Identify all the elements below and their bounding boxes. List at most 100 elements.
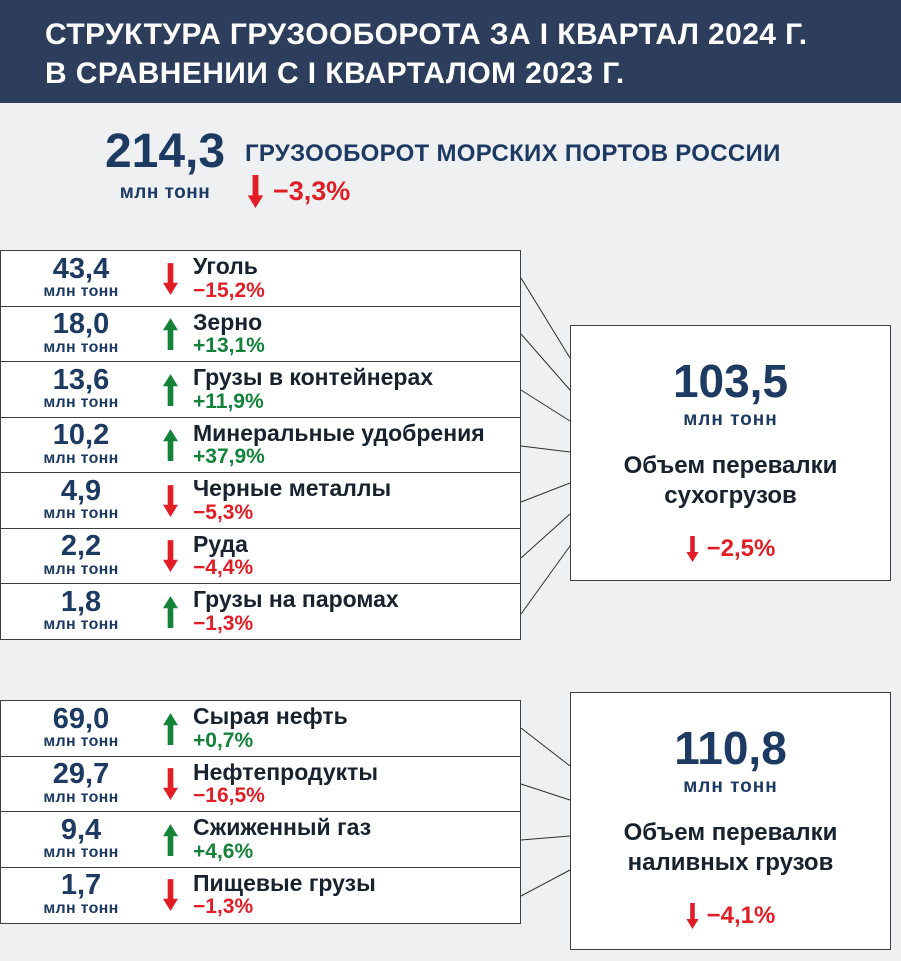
cargo-unit-label: млн тонн [43, 899, 119, 917]
cargo-row: 43,4 млн тонн Уголь −15,2% [0, 250, 521, 307]
trend-arrow-icon [151, 595, 189, 628]
summary-label-line1: Объем перевалки [623, 452, 838, 479]
cargo-unit-label: млн тонн [43, 283, 119, 301]
cargo-value: 69,0 [52, 702, 110, 735]
cargo-text-block: Грузы на паромах −1,3% [193, 587, 399, 635]
cargo-value-block: 43,4 млн тонн [1, 254, 151, 302]
cargo-unit-label: млн тонн [43, 505, 119, 523]
trend-arrow-icon [151, 318, 189, 350]
cargo-row: 1,8 млн тонн Грузы на паромах −1,3% [0, 583, 521, 640]
cargo-text-block: Минеральные удобрения +37,9% [193, 421, 485, 469]
cargo-value: 9,4 [60, 813, 102, 846]
cargo-value: 10,2 [52, 419, 110, 452]
trend-arrow-icon [151, 768, 189, 800]
dry-cargo-group: 43,4 млн тонн Уголь −15,2% 18,0 млн тонн… [0, 250, 521, 640]
cargo-name: Сырая нефть [193, 703, 348, 730]
cargo-name: Пищевые грузы [193, 869, 376, 896]
cargo-row: 1,7 млн тонн Пищевые грузы −1,3% [0, 866, 521, 924]
summary-trend: −4,1% [571, 902, 890, 930]
cargo-change: +0,7% [193, 728, 254, 752]
total-value: 214,3 [104, 125, 226, 178]
cargo-row: 69,0 млн тонн Сырая нефть +0,7% [0, 700, 521, 757]
cargo-unit-label: млн тонн [43, 616, 119, 634]
cargo-value: 13,6 [52, 363, 110, 396]
dry-summary-card: 103,5 млн тонн Объем перевалки сухогрузо… [570, 325, 891, 581]
summary-label-line2: наливных грузов [627, 849, 834, 876]
cargo-value-block: 9,4 млн тонн [1, 813, 151, 863]
cargo-unit-label: млн тонн [43, 788, 119, 806]
cargo-value: 18,0 [52, 308, 110, 341]
cargo-text-block: Руда −4,4% [193, 532, 253, 580]
total-change: −3,3% [273, 176, 351, 206]
header-title-line1: СТРУКТУРА ГРУЗООБОРОТА ЗА I КВАРТАЛ 2024… [45, 18, 808, 51]
cargo-name: Черные металлы [193, 475, 392, 502]
cargo-change: −1,3% [193, 611, 254, 635]
cargo-text-block: Сжиженный газ +4,6% [193, 815, 371, 863]
summary-value: 103,5 [672, 355, 789, 407]
cargo-name: Сжиженный газ [193, 814, 372, 841]
cargo-text-block: Нефтепродукты −16,5% [193, 760, 378, 808]
cargo-value-block: 1,7 млн тонн [1, 869, 151, 918]
trend-arrow-icon [151, 712, 189, 745]
liquid-cargo-group: 69,0 млн тонн Сырая нефть +0,7% 29,7 млн… [0, 700, 521, 924]
cargo-name: Руда [193, 530, 248, 557]
trend-arrow-icon [151, 262, 189, 295]
cargo-text-block: Сырая нефть +0,7% [193, 704, 348, 752]
total-value-block: 214,3 млн тонн [85, 128, 245, 204]
cargo-value: 29,7 [52, 758, 110, 791]
trend-arrow-icon [151, 879, 189, 911]
summary-label: Объем перевалки наливных грузов [571, 818, 890, 878]
trend-arrow-icon [686, 536, 699, 562]
summary-unit-label: млн тонн [683, 409, 778, 430]
trend-arrow-icon [686, 903, 699, 929]
liquid-summary-card: 110,8 млн тонн Объем перевалки наливных … [570, 692, 891, 950]
cargo-row: 18,0 млн тонн Зерно +13,1% [0, 305, 521, 363]
header-title-line2: В СРАВНЕНИИ С I КВАРТАЛОМ 2023 Г. [45, 57, 625, 90]
cargo-value: 4,9 [60, 474, 102, 507]
cargo-value-block: 69,0 млн тонн [1, 702, 151, 752]
cargo-value-block: 13,6 млн тонн [1, 363, 151, 413]
summary-label-line1: Объем перевалки [623, 819, 838, 846]
cargo-value-block: 4,9 млн тонн [1, 474, 151, 524]
trend-arrow-icon [151, 373, 189, 406]
cargo-value: 2,2 [60, 530, 102, 563]
cargo-change: +13,1% [193, 334, 265, 357]
cargo-unit-label: млн тонн [43, 733, 119, 751]
trend-arrow-icon [151, 540, 189, 572]
cargo-name: Грузы в контейнерах [193, 364, 434, 391]
cargo-row: 10,2 млн тонн Минеральные удобрения +37,… [0, 416, 521, 474]
cargo-text-block: Грузы в контейнерах +11,9% [193, 365, 433, 413]
total-trend: −3,3% [247, 175, 350, 208]
cargo-value-block: 10,2 млн тонн [1, 419, 151, 468]
trend-arrow-icon [151, 429, 189, 461]
cargo-unit-label: млн тонн [43, 449, 119, 467]
cargo-value-block: 1,8 млн тонн [1, 585, 151, 635]
cargo-value-block: 29,7 млн тонн [1, 758, 151, 807]
cargo-row: 9,4 млн тонн Сжиженный газ +4,6% [0, 811, 521, 868]
cargo-change: −1,3% [193, 895, 254, 918]
cargo-name: Минеральные удобрения [193, 419, 485, 446]
cargo-row: 2,2 млн тонн Руда −4,4% [0, 527, 521, 585]
summary-label: Объем перевалки сухогрузов [571, 451, 890, 511]
cargo-change: +4,6% [193, 839, 254, 863]
cargo-change: −15,2% [193, 278, 265, 302]
cargo-value-block: 18,0 млн тонн [1, 308, 151, 357]
cargo-value-block: 2,2 млн тонн [1, 530, 151, 579]
cargo-value: 1,7 [60, 869, 102, 902]
cargo-unit-label: млн тонн [43, 338, 119, 356]
cargo-row: 13,6 млн тонн Грузы в контейнерах +11,9% [0, 361, 521, 418]
summary-trend: −2,5% [571, 535, 890, 563]
summary-change: −2,5% [706, 535, 776, 562]
summary-label-line2: сухогрузов [664, 482, 797, 509]
summary-change: −4,1% [706, 902, 776, 929]
summary-value: 110,8 [674, 722, 787, 774]
trend-arrow-icon [151, 484, 189, 517]
cargo-text-block: Пищевые грузы −1,3% [193, 871, 376, 919]
trend-arrow-icon [151, 823, 189, 856]
cargo-value: 1,8 [60, 585, 102, 618]
trend-arrow-icon [247, 175, 264, 208]
header-banner: СТРУКТУРА ГРУЗООБОРОТА ЗА I КВАРТАЛ 2024… [0, 0, 901, 103]
cargo-name: Нефтепродукты [193, 758, 379, 785]
cargo-change: −16,5% [193, 784, 265, 807]
